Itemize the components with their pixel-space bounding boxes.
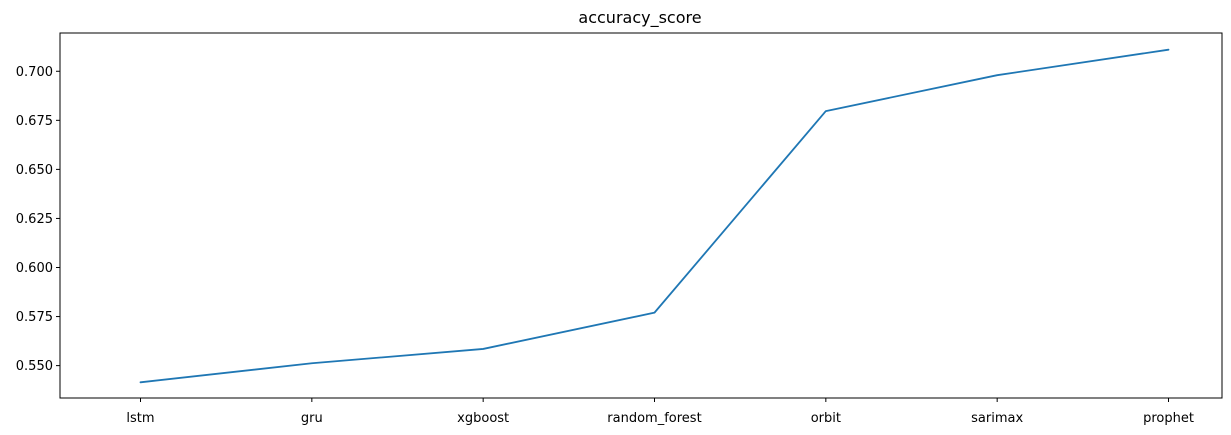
y-tick-label-3: 0.625 — [16, 212, 53, 227]
x-axis: lstm gru xgboost random_forest orbit sarimax p… — [126, 398, 1194, 426]
y-tick-label-0: 0.550 — [16, 359, 53, 374]
x-tick-label-0: lstm — [126, 411, 154, 426]
x-tick-label-6: prophet — [1143, 411, 1194, 426]
x-tick-label-3: random_forest — [607, 411, 701, 426]
plot-frame — [59, 32, 1223, 399]
chart-title: accuracy_score — [578, 8, 701, 28]
x-tick-label-4: orbit — [811, 411, 841, 426]
x-tick-label-5: sarimax — [971, 411, 1023, 426]
y-tick-label-1: 0.575 — [16, 310, 53, 325]
y-tick-label-4: 0.650 — [16, 163, 53, 178]
series-layer — [139, 48, 1170, 384]
x-tick-label-2: xgboost — [457, 411, 509, 426]
y-tick-label-2: 0.600 — [16, 261, 53, 276]
y-axis: 0.550 0.575 0.600 0.625 0.650 0.675 0.700 — [16, 65, 60, 374]
x-tick-label-1: gru — [301, 411, 323, 426]
y-tick-label-6: 0.700 — [16, 65, 53, 80]
y-tick-label-5: 0.675 — [16, 114, 53, 129]
series-line-0 — [139, 48, 1170, 384]
